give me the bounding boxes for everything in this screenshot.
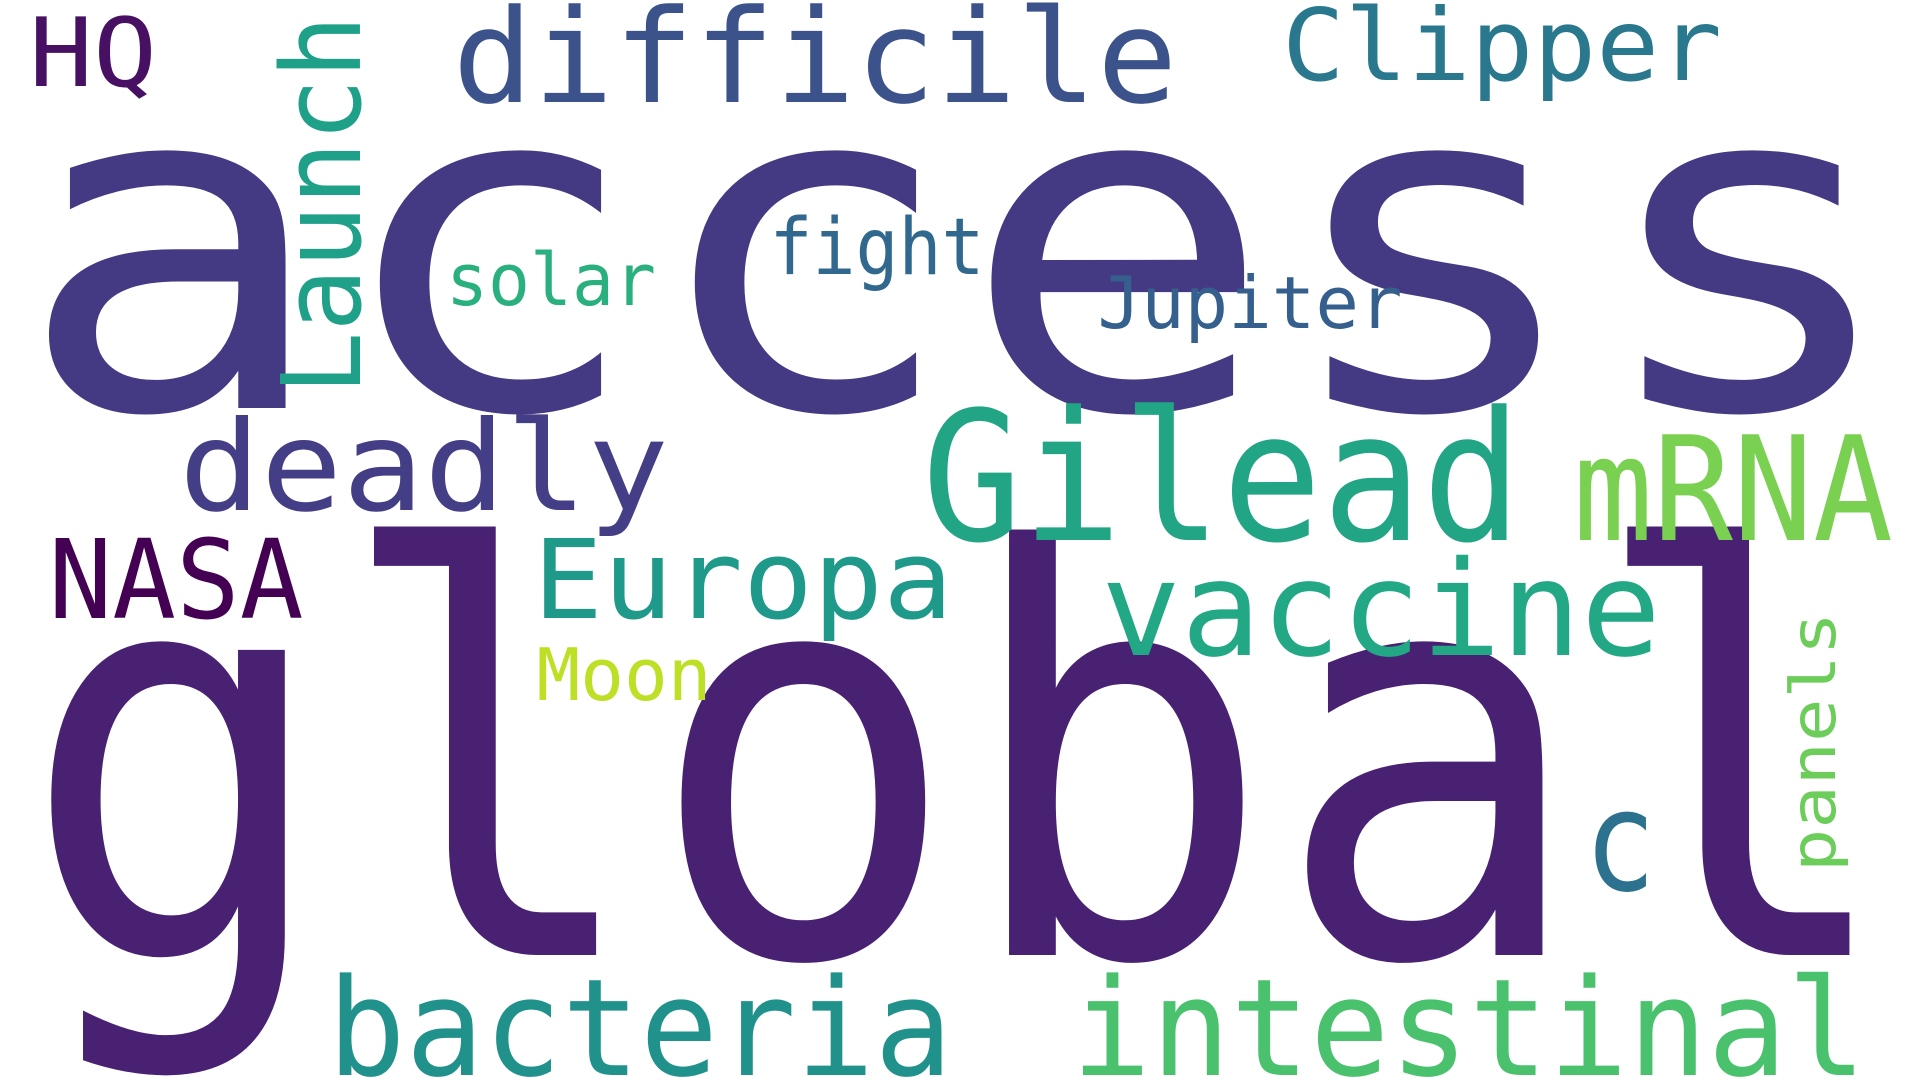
word-vaccine: vaccine (1101, 533, 1661, 687)
word-panels: panels (1777, 612, 1850, 872)
word-solar: solar (446, 238, 656, 322)
word-clipper: Clipper (1282, 0, 1722, 104)
word-deadly: deadly (179, 395, 669, 540)
word-difficile: difficile (453, 0, 1178, 133)
word-launch: Launch (258, 15, 386, 395)
word-mrna: mRNA (1573, 406, 1893, 575)
word-global: global (20, 436, 1900, 1080)
word-fight: fight (770, 203, 985, 293)
word-c: c (1584, 761, 1656, 924)
word-jupiter: Jupiter (1098, 261, 1403, 345)
word-access: access (15, 0, 1905, 517)
word-bacteria: bacteria (328, 950, 953, 1080)
word-nasa: NASA (49, 516, 304, 644)
word-gilead: Gilead (922, 374, 1522, 583)
word-hq: HQ (29, 0, 157, 109)
word-intestinal: intestinal (1072, 950, 1867, 1080)
word-moon: Moon (537, 633, 712, 717)
word-europa: Europa (533, 516, 953, 644)
